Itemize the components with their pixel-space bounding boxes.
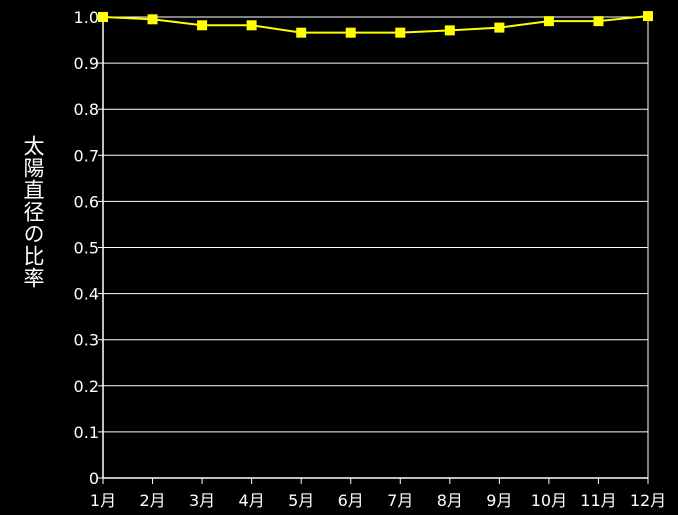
- data-point-0-2: [197, 20, 208, 31]
- x-tick-label-10: 11月: [580, 491, 616, 510]
- y-tick-label-7: 0.7: [74, 146, 99, 165]
- y-tick-label-3: 0.3: [74, 331, 99, 350]
- x-tick-label-3: 4月: [239, 491, 265, 510]
- data-point-0-4: [296, 27, 307, 38]
- y-tick-label-5: 0.5: [74, 239, 99, 258]
- data-point-0-7: [444, 25, 455, 36]
- data-point-0-5: [345, 27, 356, 38]
- data-point-0-10: [593, 16, 604, 27]
- y-tick-label-2: 0.2: [74, 377, 99, 396]
- x-tick-label-2: 3月: [189, 491, 215, 510]
- y-tick-label-6: 0.6: [74, 192, 99, 211]
- data-point-0-0: [98, 12, 108, 22]
- y-tick-label-0: 0: [89, 469, 99, 488]
- x-tick-label-6: 7月: [387, 491, 413, 510]
- x-tick-label-9: 10月: [531, 491, 567, 510]
- y-tick-label-9: 0.9: [74, 54, 99, 73]
- data-point-0-3: [246, 20, 257, 31]
- x-tick-label-8: 9月: [486, 491, 512, 510]
- series-line-0: [102, 15, 649, 34]
- x-tick-label-5: 6月: [338, 491, 364, 510]
- data-point-0-1: [147, 14, 158, 25]
- y-tick-label-8: 0.8: [74, 100, 99, 119]
- x-tick-label-0: 1月: [90, 491, 116, 510]
- data-point-0-11: [643, 11, 653, 22]
- x-tick-label-11: 12月: [630, 491, 666, 510]
- data-point-0-9: [543, 16, 554, 27]
- y-axis-title: 太陽直径の比率: [21, 135, 45, 289]
- y-tick-label-4: 0.4: [74, 285, 99, 304]
- y-tick-label-1: 0.1: [74, 423, 99, 442]
- y-tick-label-10: 1.0: [74, 8, 99, 27]
- x-tick-label-4: 5月: [288, 491, 314, 510]
- data-point-0-6: [395, 27, 406, 38]
- data-point-0-8: [494, 22, 505, 33]
- x-tick-label-7: 8月: [437, 491, 463, 510]
- x-tick-label-1: 2月: [139, 491, 165, 510]
